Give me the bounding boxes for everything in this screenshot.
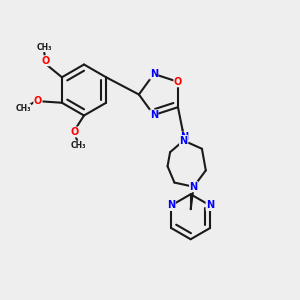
Text: O: O [41,56,50,66]
Text: O: O [174,77,182,87]
Text: O: O [71,127,79,137]
Text: O: O [34,96,42,106]
Text: N: N [179,136,188,146]
Text: N: N [167,200,175,211]
Text: CH₃: CH₃ [70,141,86,150]
Text: N: N [206,200,214,211]
Text: CH₃: CH₃ [15,104,31,113]
Text: N: N [180,132,188,142]
Text: CH₃: CH₃ [36,43,52,52]
Text: N: N [150,110,158,120]
Text: N: N [150,69,158,79]
Text: N: N [190,182,198,192]
